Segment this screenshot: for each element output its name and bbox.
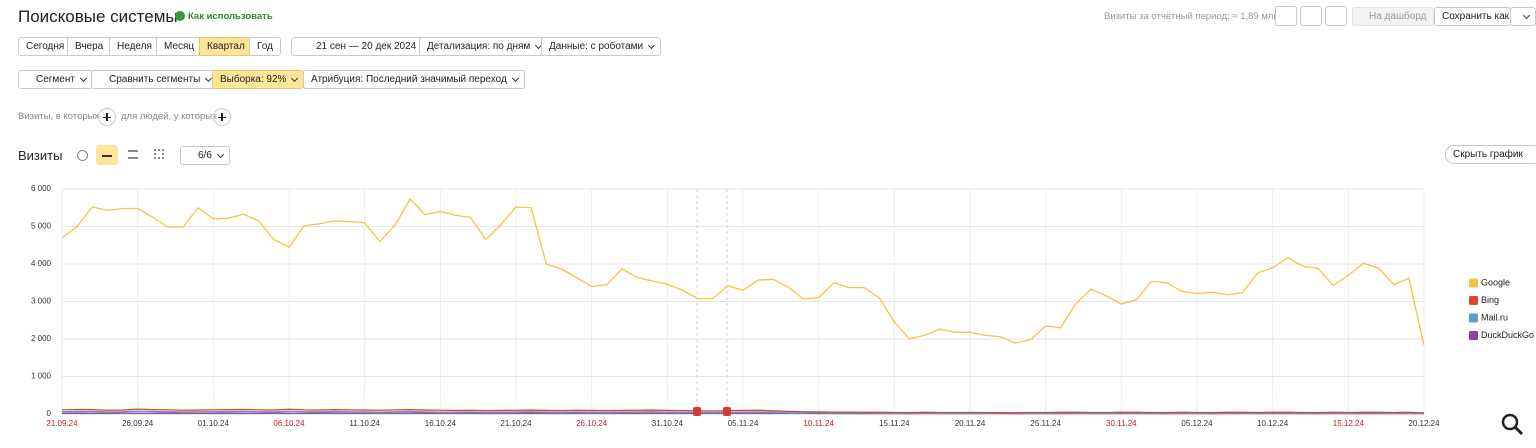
y-tick-label: 4 000 (31, 259, 52, 268)
x-tick-label: 25.11.24 (1030, 419, 1061, 428)
legend-label: Mail.ru (1481, 312, 1508, 322)
compare-button[interactable]: Сравнить сегменты (91, 70, 219, 89)
pie-view[interactable] (77, 150, 88, 161)
chart-title: Визиты (18, 148, 63, 163)
sample-button[interactable]: Выборка: 92% (212, 70, 305, 89)
x-tick-label: 26.09.24 (122, 419, 154, 428)
export-button[interactable] (1300, 6, 1322, 26)
date-range[interactable]: 21 сен — 20 дек 2024 (291, 37, 425, 56)
y-tick-label: 0 (47, 409, 52, 418)
search-icon (1501, 413, 1524, 436)
y-tick-label: 5 000 (31, 222, 52, 231)
line-view-icon (102, 155, 112, 157)
dashboard-button[interactable]: На дашборд (1352, 7, 1435, 26)
period-button[interactable]: Вчера (67, 37, 112, 56)
history-button[interactable] (1275, 6, 1297, 26)
legend-label: Google (1481, 277, 1510, 287)
x-tick-label: 01.10.24 (198, 419, 230, 428)
help-icon (175, 11, 185, 21)
chart: 0 1 000 2 000 3 000 4 000 5 000 6 000 21.09.24 2… (31, 184, 1534, 436)
add-filter[interactable] (98, 108, 116, 126)
x-tick-label: 06.10.24 (273, 419, 305, 428)
series-select[interactable]: 6/6 (180, 146, 230, 165)
y-tick-label: 3 000 (31, 297, 52, 306)
legend-swatch (1469, 278, 1478, 288)
x-tick-label: 21.09.24 (46, 419, 78, 428)
x-tick-label: 21.10.24 (500, 419, 532, 428)
period-button[interactable]: Квартал (199, 37, 253, 56)
x-tick-label: 15.12.24 (1333, 419, 1365, 428)
x-tick-label: 30.11.24 (1106, 419, 1137, 428)
filter-label: для людей, у которых (121, 111, 217, 122)
legend-swatch (1469, 313, 1478, 323)
x-tick-label: 20.11.24 (955, 419, 986, 428)
period-button[interactable]: Год (249, 37, 281, 56)
event-flag (723, 407, 731, 416)
period-button[interactable]: Неделя (109, 37, 160, 56)
y-tick-label: 2 000 (31, 334, 52, 343)
save-button[interactable]: Сохранить как (1434, 7, 1511, 26)
detail-select[interactable]: Детализация: по дням (419, 37, 549, 56)
assistant-button[interactable] (1325, 6, 1347, 26)
x-tick-label: 16.10.24 (425, 419, 457, 428)
y-tick-label: 6 000 (31, 184, 52, 193)
filter-label: Визиты, в которых (18, 111, 100, 122)
x-tick-label: 20.12.24 (1408, 419, 1440, 428)
x-tick-label: 05.11.24 (728, 419, 759, 428)
period-button[interactable]: Сегодня (18, 37, 73, 56)
x-tick-label: 31.10.24 (652, 419, 684, 428)
series-line (61, 410, 1425, 415)
event-flag (693, 407, 701, 416)
attribution-button[interactable]: Атрибуция: Последний значимый переход (303, 70, 525, 89)
x-tick-label: 10.11.24 (803, 419, 834, 428)
x-tick-label: 05.12.24 (1181, 419, 1213, 428)
save-menu[interactable] (1510, 7, 1536, 26)
page-title: Поисковые системы (18, 7, 178, 26)
series-line (61, 408, 1425, 414)
legend-swatch (1469, 296, 1478, 305)
x-tick-label: 11.10.24 (349, 419, 380, 428)
hide-chart-button[interactable]: Скрыть график (1445, 145, 1536, 164)
add-filter[interactable] (213, 108, 231, 126)
legend-swatch (1469, 331, 1478, 340)
x-tick-label: 15.11.24 (879, 419, 910, 428)
y-tick-label: 1 000 (31, 372, 52, 381)
data-select[interactable]: Данные: с роботами (541, 37, 662, 56)
area-view[interactable] (128, 150, 138, 159)
x-tick-label: 10.12.24 (1257, 419, 1289, 428)
help-link[interactable]: Как использовать (188, 11, 273, 22)
series-line (61, 198, 1425, 346)
summary: Визиты за отчётный период: ≈ 1,89 млн (1104, 11, 1279, 22)
x-tick-label: 26.10.24 (576, 419, 608, 428)
period-button[interactable]: Месяц (156, 37, 203, 56)
legend-label: Bing (1481, 295, 1499, 305)
segment-button[interactable]: Сегмент (18, 70, 93, 89)
bar-view[interactable] (154, 149, 164, 159)
legend-label: DuckDuckGo (1481, 330, 1534, 340)
